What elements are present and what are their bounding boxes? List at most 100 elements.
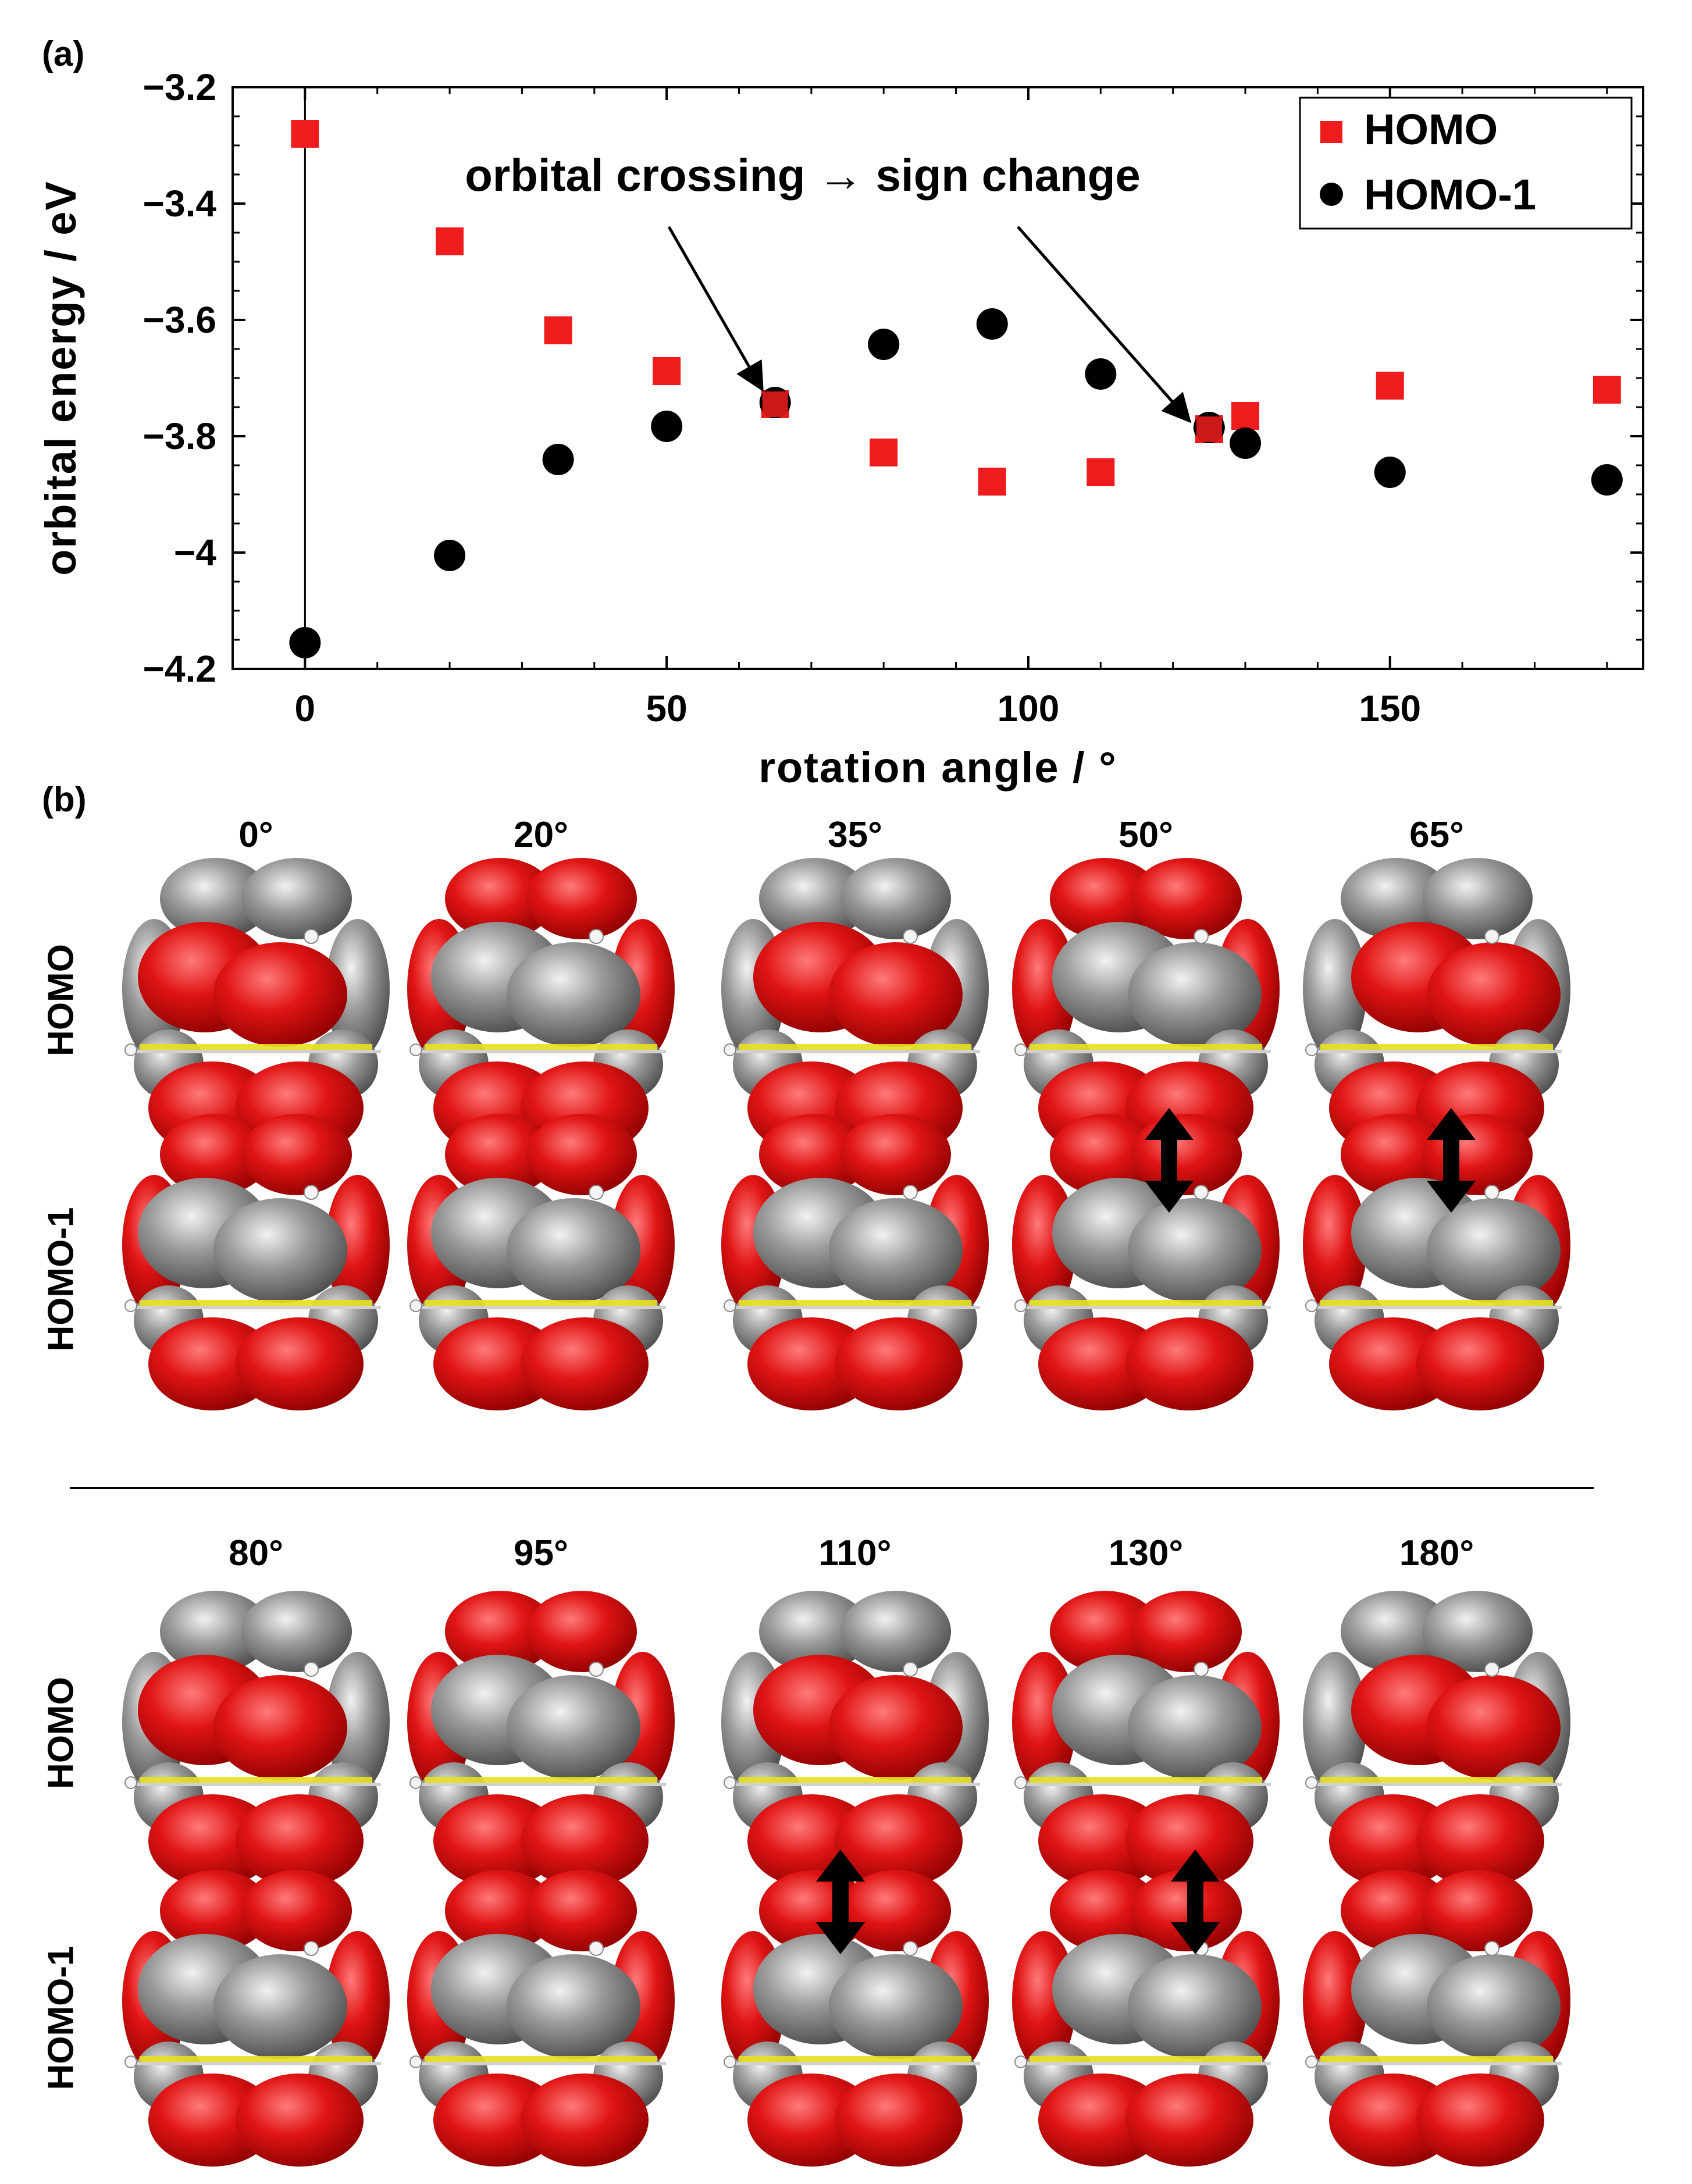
side-lobe — [326, 919, 390, 1059]
orbital-isosurface — [721, 1114, 989, 1410]
legend-homo1-label: HOMO-1 — [1364, 170, 1536, 219]
top-lobe — [1341, 1870, 1451, 1951]
middle-lobe — [1427, 942, 1561, 1047]
angle-label: 95° — [514, 1533, 568, 1573]
hydrogen-atom — [1484, 1941, 1499, 1956]
hydrogen-atom — [409, 2055, 422, 2068]
y-tick-label: −4 — [174, 532, 216, 573]
hydrogen-atom — [1305, 2055, 1318, 2068]
hydrogen-atom — [409, 1776, 422, 1789]
homo-point — [436, 227, 464, 255]
panel-a-label: (a) — [42, 34, 85, 73]
top-lobe — [1050, 1114, 1160, 1195]
homo1-point — [1230, 427, 1262, 459]
bottom-lobe — [521, 2073, 649, 2167]
hydrogen-atom — [1484, 1185, 1499, 1200]
bottom-lobe — [236, 1317, 364, 1410]
angle-label: 65° — [1409, 815, 1464, 855]
middle-lobe — [1427, 1954, 1561, 2059]
homo-point — [653, 357, 681, 385]
top-lobe — [241, 1591, 352, 1672]
bottom-lobe — [1125, 1794, 1253, 1887]
top-lobe — [759, 1114, 870, 1195]
homo-point — [1087, 458, 1115, 486]
bottom-lobe — [236, 2073, 364, 2167]
hydrogen-atom — [1014, 1776, 1027, 1789]
top-lobe — [1422, 1870, 1533, 1951]
hydrogen-atom — [1194, 1185, 1209, 1200]
top-lobe — [840, 858, 951, 939]
homo-point-overlay — [762, 391, 788, 417]
bond-line — [1030, 1300, 1262, 1306]
crossing-double-arrow — [1171, 1850, 1220, 1954]
hydrogen-atom — [1194, 929, 1209, 944]
hydrogen-atom — [1484, 929, 1499, 944]
hydrogen-atom — [124, 1299, 137, 1312]
middle-lobe — [213, 942, 347, 1047]
arrow-head-down — [816, 1922, 865, 1954]
legend-homo-marker — [1320, 121, 1342, 143]
side-lobe — [326, 1175, 390, 1314]
middle-lobe — [1128, 1198, 1262, 1303]
hydrogen-atom — [124, 1043, 137, 1056]
hydrogen-atom — [589, 1941, 604, 1956]
top-lobe — [1131, 858, 1242, 939]
side-lobe — [326, 1931, 390, 2071]
angle-label: 0° — [238, 815, 273, 855]
ring-plane — [730, 1783, 980, 1786]
ring-plane — [416, 2062, 666, 2065]
homo-point — [1376, 372, 1404, 400]
y-tick-label: −4.2 — [143, 648, 216, 690]
row-label: HOMO-1 — [41, 1207, 81, 1352]
angle-label: 50° — [1118, 815, 1173, 855]
arrow-head-down — [1145, 1181, 1194, 1213]
top-lobe — [759, 1591, 870, 1672]
top-lobe — [160, 858, 270, 939]
ring-plane — [1021, 2062, 1271, 2065]
bond-line — [1030, 2056, 1262, 2062]
bond-line — [140, 1777, 372, 1783]
angle-label: 80° — [229, 1533, 283, 1573]
hydrogen-atom — [124, 1776, 137, 1789]
arrow-head-down — [1427, 1181, 1476, 1213]
y-tick-label: −3.8 — [143, 415, 216, 457]
annotation-arrow-2 — [1017, 226, 1192, 423]
hydrogen-atom — [1484, 1662, 1499, 1677]
ring-plane — [131, 2062, 381, 2065]
top-lobe — [1050, 858, 1160, 939]
top-lobe — [160, 1870, 270, 1951]
hydrogen-atom — [1305, 1299, 1318, 1312]
hydrogen-atom — [304, 1662, 319, 1677]
crossing-double-arrow — [1145, 1108, 1194, 1213]
arrow-shaft — [832, 1876, 849, 1928]
y-tick-label: −3.6 — [143, 299, 216, 341]
hydrogen-atom — [1305, 1043, 1318, 1056]
middle-lobe — [507, 942, 640, 1047]
bottom-lobe — [1416, 1794, 1544, 1887]
ring-plane — [730, 2062, 980, 2065]
ring-plane — [1312, 1306, 1562, 1309]
top-lobe — [160, 1114, 270, 1195]
orbital-isosurface — [721, 858, 989, 1155]
bottom-lobe — [1416, 1317, 1544, 1410]
bottom-lobe — [1416, 2073, 1544, 2167]
homo1-point — [1374, 457, 1406, 488]
top-lobe — [1050, 1870, 1160, 1951]
homo-point — [1231, 402, 1260, 430]
hydrogen-atom — [903, 929, 918, 944]
middle-lobe — [829, 1198, 963, 1303]
side-lobe — [1303, 919, 1367, 1059]
hydrogen-atom — [304, 1185, 319, 1200]
top-lobe — [526, 858, 637, 939]
y-tick-label: −3.4 — [143, 183, 217, 225]
bond-line — [739, 1044, 971, 1050]
hydrogen-atom — [1014, 1299, 1027, 1312]
orbital-isosurface — [1012, 858, 1280, 1155]
hydrogen-atom — [724, 1043, 736, 1056]
hydrogen-atom — [903, 1941, 918, 1956]
middle-lobe — [1128, 942, 1262, 1047]
top-lobe — [526, 1114, 637, 1195]
homo1-point — [1085, 358, 1117, 390]
y-tick-label: −3.2 — [143, 66, 216, 108]
